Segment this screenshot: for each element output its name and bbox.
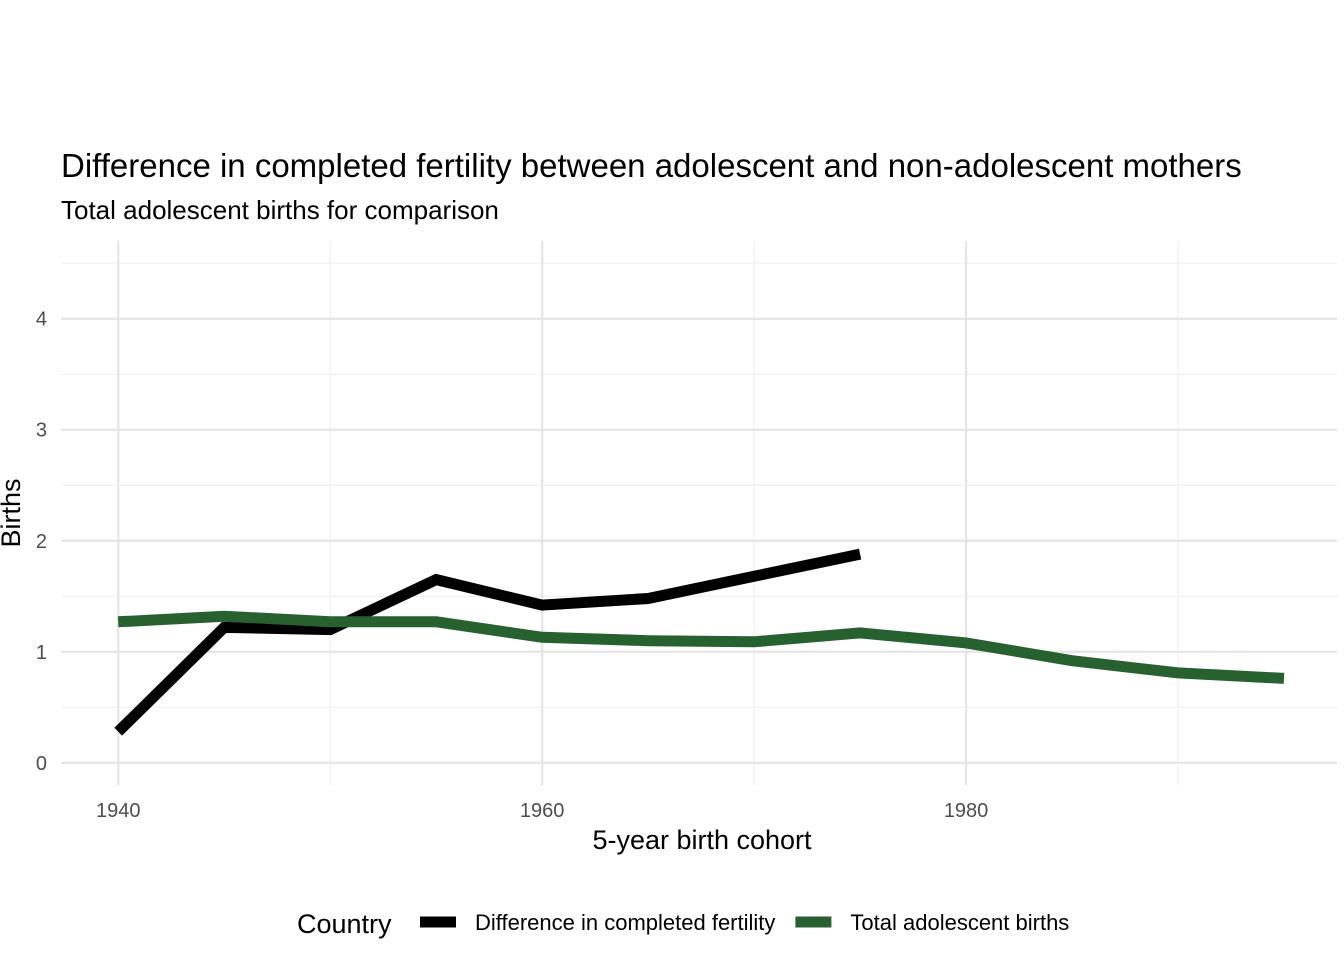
chart-title: Difference in completed fertility betwee… bbox=[61, 147, 1242, 184]
chart-subtitle: Total adolescent births for comparison bbox=[61, 195, 499, 225]
x-tick-label: 1960 bbox=[520, 800, 565, 822]
y-tick-label: 1 bbox=[36, 642, 47, 664]
y-tick-label: 3 bbox=[36, 420, 47, 442]
series-line-1 bbox=[114, 548, 862, 736]
legend-label-2: Total adolescent births bbox=[850, 910, 1069, 935]
series-lines bbox=[114, 548, 1285, 736]
grid bbox=[61, 241, 1337, 785]
y-tick-label: 2 bbox=[36, 531, 47, 553]
legend-title: Country bbox=[297, 909, 392, 939]
x-tick-label: 1940 bbox=[96, 800, 141, 822]
y-tick-label: 4 bbox=[36, 309, 47, 331]
series-line-2 bbox=[117, 610, 1285, 684]
x-tick-label: 1980 bbox=[944, 800, 989, 822]
legend-label-1: Difference in completed fertility bbox=[475, 910, 775, 935]
y-axis-label: Births bbox=[0, 478, 26, 547]
x-axis-label: 5-year birth cohort bbox=[592, 825, 812, 855]
y-tick-label: 0 bbox=[36, 753, 47, 775]
axis-ticks: 1940 1960 1980 0 1 2 3 4 bbox=[36, 309, 988, 822]
legend: Country Difference in completed fertilit… bbox=[297, 909, 1069, 939]
